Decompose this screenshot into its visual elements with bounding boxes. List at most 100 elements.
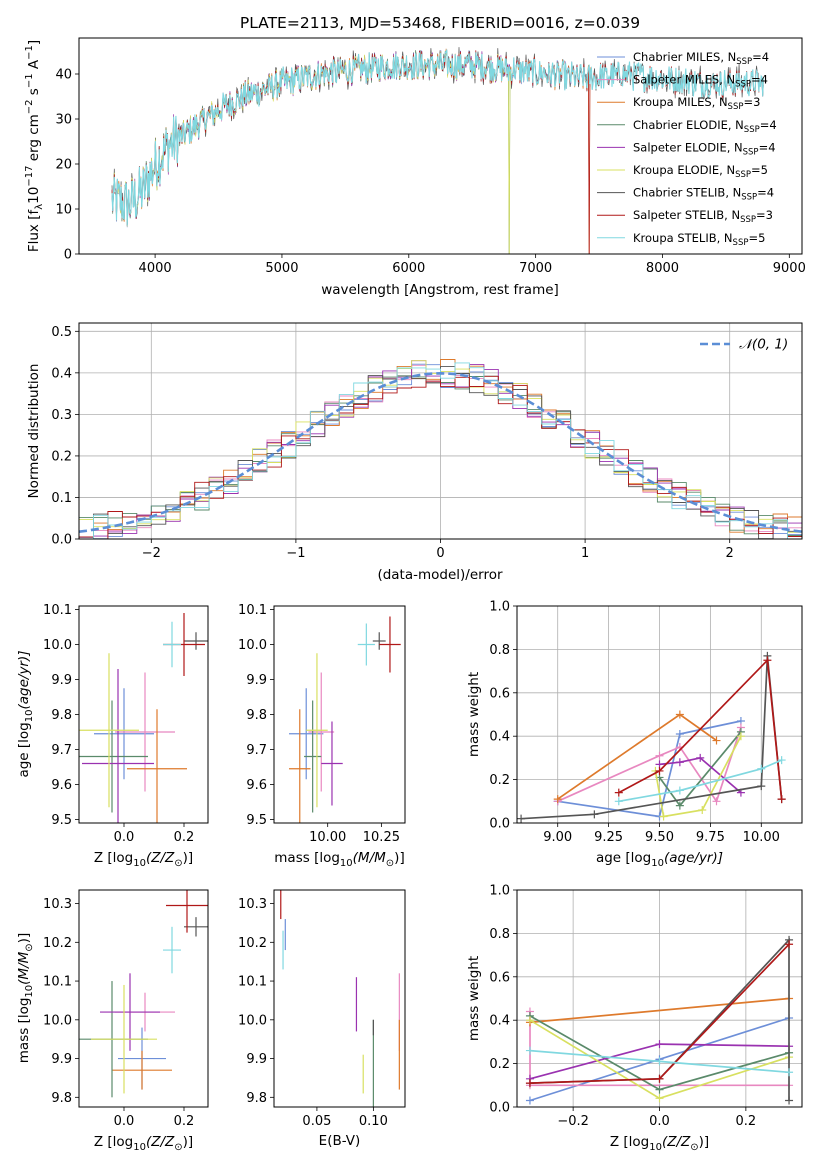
- x-axis-label: E(B-V): [319, 1133, 361, 1149]
- x-tick-label: 9000: [773, 261, 806, 276]
- y-tick-label: 10.0: [238, 1013, 267, 1028]
- axes-frame: [78, 37, 803, 255]
- plot-area: [280, 890, 400, 1107]
- data-point: [525, 1079, 534, 1088]
- mass-weight-vs-metallicity-panel: −0.2 0.0 0.2 0.0 0.2 0.4 0.6 0.8 1.0 Z [log10(Z/Z…: [466, 884, 803, 1153]
- mass-weight-vs-age-panel: 9.00 9.25 9.50 9.75 10.00 0.0 0.2 0.4 0.6 0.8 1.0 a…: [466, 600, 803, 869]
- y-tick-label: 0.3: [51, 408, 72, 423]
- y-tick-label: 0.8: [489, 927, 510, 942]
- y-axis-label: mass weight: [466, 672, 482, 757]
- y-tick-label: 10.1: [43, 603, 72, 618]
- y-tick-label: 0.2: [489, 773, 510, 788]
- x-tick-label: −1: [286, 546, 305, 561]
- data-point: [696, 753, 705, 762]
- spectrum-panel: 4000 5000 6000 7000 8000 9000 0 10 20 30 40 PLATE=2…: [24, 14, 806, 298]
- axes-frame: [273, 889, 406, 1108]
- age-vs-mass-panel: 10.00 10.25 9.5 9.6 9.7 9.8 9.9 10.0 10.1 mass [l…: [238, 603, 406, 869]
- x-axis-label: mass [log10(M/M⊙)]: [274, 850, 404, 869]
- legend-entry: 𝒩(0, 1): [739, 337, 788, 353]
- data-point: [655, 1074, 664, 1083]
- y-tick-label: 0.2: [489, 1057, 510, 1072]
- y-tick-label: 9.7: [51, 743, 72, 758]
- x-axis-label: Z [log10(Z/Z⊙)]: [94, 850, 193, 869]
- y-tick-label: 0.6: [489, 970, 510, 985]
- data-point: [675, 801, 684, 810]
- plot-area: [79, 890, 208, 1098]
- y-tick-label: 10.1: [238, 975, 267, 990]
- y-tick-label: 10.2: [43, 936, 72, 951]
- data-point: [675, 786, 684, 795]
- chart-title: PLATE=2113, MJD=53468, FIBERID=0016, z=0…: [240, 14, 640, 32]
- x-tick-label: 5000: [265, 261, 298, 276]
- data-point: [675, 758, 684, 767]
- y-tick-label: 9.8: [51, 1091, 72, 1106]
- y-tick-label: 1.0: [489, 600, 510, 615]
- data-point: [785, 1068, 794, 1077]
- y-tick-label: 10.3: [43, 897, 72, 912]
- plot-area: [111, 47, 764, 254]
- legend-entry: Salpeter STELIB, NSSP=3: [633, 208, 773, 225]
- data-point: [698, 805, 707, 814]
- data-point: [553, 795, 562, 804]
- x-tick-label: 0: [436, 546, 444, 561]
- data-point: [655, 1094, 664, 1103]
- axes-frame: [273, 605, 406, 824]
- data-point: [777, 756, 786, 765]
- y-tick-label: 10.3: [238, 897, 267, 912]
- data-point: [675, 730, 684, 739]
- legend-entry: Chabrier STELIB, NSSP=4: [633, 186, 774, 203]
- data-point: [712, 797, 721, 806]
- y-tick-label: 0.1: [51, 491, 72, 506]
- histogram-step: [79, 362, 802, 539]
- y-tick-label: 10.0: [43, 638, 72, 653]
- x-tick-label: 0.10: [359, 1114, 388, 1129]
- x-tick-label: 6000: [392, 261, 425, 276]
- plot-area: [525, 935, 794, 1105]
- y-tick-label: 10.0: [238, 638, 267, 653]
- y-tick-label: 0: [64, 248, 72, 263]
- x-axis-label: wavelength [Angstrom, rest frame]: [321, 282, 559, 298]
- plot-area: [517, 651, 786, 823]
- axes-frame: [78, 605, 209, 824]
- y-tick-label: 0.0: [51, 533, 72, 548]
- y-tick-label: 9.5: [246, 813, 267, 828]
- data-point: [525, 1046, 534, 1055]
- x-axis-label: Z [log10(Z/Z⊙)]: [94, 1134, 193, 1153]
- x-tick-label: −2: [142, 546, 161, 561]
- x-tick-label: 4000: [139, 261, 172, 276]
- x-tick-label: 0.2: [736, 1114, 757, 1129]
- x-tick-label: 0.2: [174, 1114, 195, 1129]
- x-tick-label: 10.00: [743, 830, 780, 845]
- y-tick-label: 0.0: [489, 1101, 510, 1116]
- y-tick-label: 10.0: [43, 1013, 72, 1028]
- y-tick-label: 9.6: [246, 778, 267, 793]
- y-tick-label: 0.4: [489, 730, 510, 745]
- y-tick-label: 30: [55, 113, 72, 128]
- y-tick-label: 9.8: [51, 708, 72, 723]
- data-point: [590, 810, 599, 819]
- series-line: [618, 658, 783, 800]
- y-tick-label: 9.8: [246, 708, 267, 723]
- y-tick-label: 9.9: [51, 1052, 72, 1067]
- y-axis-label: mass weight: [466, 956, 482, 1041]
- x-tick-label: 1: [581, 546, 589, 561]
- x-tick-label: 0.0: [649, 1114, 670, 1129]
- legend-entry: Salpeter ELODIE, NSSP=4: [633, 140, 776, 157]
- series-line: [618, 759, 782, 803]
- y-axis-label: Flux [fλ10−17 erg cm−2 s−1 A−1]: [24, 40, 45, 252]
- spectrum-line: [111, 50, 511, 254]
- y-tick-label: 9.6: [51, 778, 72, 793]
- y-tick-label: 20: [55, 158, 72, 173]
- data-point: [757, 782, 766, 791]
- series-line: [529, 997, 790, 1024]
- y-axis-label: age [log10(age/yr)]: [16, 650, 35, 777]
- x-tick-label: 9.25: [594, 830, 623, 845]
- y-axis-label: mass [log10(M/M⊙)]: [16, 933, 35, 1063]
- y-tick-label: 10.2: [238, 936, 267, 951]
- data-point: [757, 764, 766, 773]
- series-line: [521, 655, 783, 820]
- data-point: [517, 814, 526, 823]
- spectrum-line: [111, 49, 764, 226]
- y-tick-label: 0.4: [51, 366, 72, 381]
